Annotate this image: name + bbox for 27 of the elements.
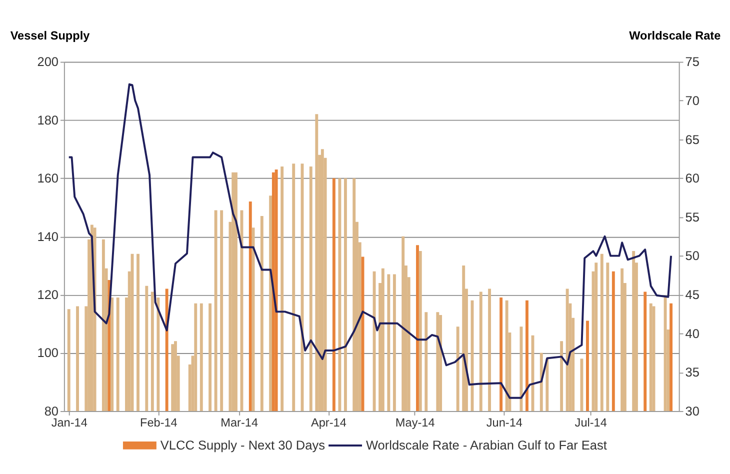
x-tick-label: Jun-14 (486, 415, 523, 430)
legend-label: Worldscale Rate - Arabian Gulf to Far East (366, 437, 608, 452)
x-tick-label: Mar-14 (220, 415, 258, 430)
y-tick-label: 140 (37, 228, 59, 244)
y2-tick-label: 50 (685, 248, 700, 264)
y2-tick-label: 40 (685, 326, 700, 341)
y2-tick-label: 70 (685, 93, 700, 108)
legend-label: VLCC Supply - Next 30 Days (160, 437, 325, 452)
x-tick-label: Apr-14 (310, 415, 347, 430)
x-tick-label: Jul-14 (574, 415, 608, 430)
y2-tick-label: 35 (685, 364, 700, 380)
y2-tick-label: 75 (685, 54, 700, 70)
y2-tick-label: 45 (685, 287, 700, 302)
y-tick-label: 160 (37, 170, 59, 186)
y2-axis-title: Worldscale Rate (629, 28, 722, 43)
y-tick-label: 200 (37, 54, 59, 70)
y-tick-label: 180 (37, 112, 59, 128)
y2-tick-label: 55 (685, 209, 700, 224)
y2-tick-label: 30 (685, 403, 700, 418)
y-tick-label: 100 (37, 345, 59, 360)
y-axis-title: Vessel Supply (10, 28, 90, 43)
x-tick-label: Feb-14 (140, 415, 178, 430)
y2-tick-label: 60 (685, 170, 700, 186)
y-tick-label: 120 (37, 287, 59, 302)
line-series (68, 83, 672, 399)
x-tick-label: May-14 (395, 415, 436, 430)
y2-tick-label: 65 (685, 132, 700, 147)
